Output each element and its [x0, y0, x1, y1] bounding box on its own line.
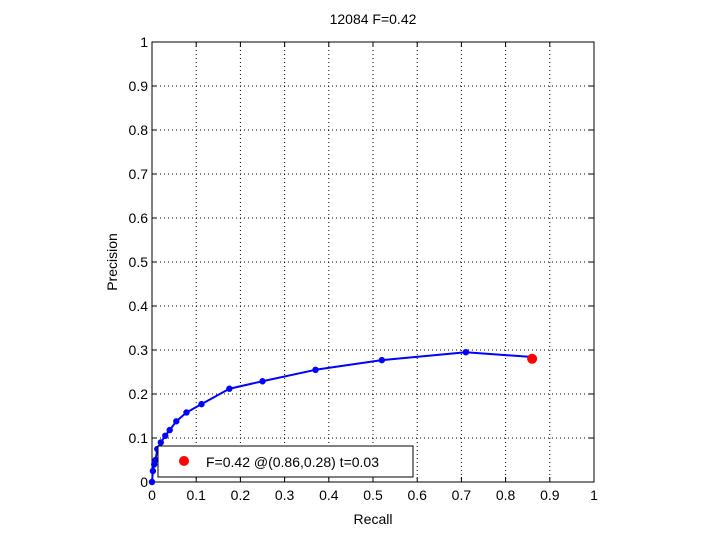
y-tick-label: 0.4: [129, 298, 149, 314]
pr-curve-point: [183, 409, 190, 416]
x-tick-label: 0.8: [496, 487, 516, 503]
pr-curve-point: [157, 439, 165, 446]
x-tick-label: 1: [590, 487, 598, 503]
grid-lines: [152, 42, 594, 482]
pr-curve-point: [378, 356, 386, 364]
pr-curve-point: [162, 432, 169, 439]
x-tick-label: 0.7: [452, 487, 472, 503]
pr-curve-point: [312, 366, 319, 373]
x-tick-label: 0.9: [540, 487, 560, 503]
legend-box: [157, 445, 414, 478]
legend-marker: [179, 456, 189, 466]
x-tick-label: 0.1: [186, 487, 206, 503]
highlight-layer: [527, 353, 538, 364]
pr-curve-point: [166, 426, 173, 434]
y-tick-label: 1: [140, 34, 148, 50]
y-tick-label: 0.5: [129, 254, 149, 270]
y-tick-label: 0.7: [129, 166, 149, 182]
pr-curve-point: [148, 478, 156, 486]
x-tick-label: 0.3: [275, 487, 295, 503]
axis-ticks: 0 0.1 0.2 0.3 0.4 0.5 0.6 0.7 0.8 0.9 1 0 0.1 0.2 0.3 0…: [129, 34, 599, 503]
pr-curve-point: [173, 418, 180, 425]
x-tick-label: 0.5: [363, 487, 383, 503]
pr-curve-point: [198, 400, 205, 408]
pr-curve-point: [259, 378, 266, 385]
legend-label: F=0.42 @(0.86,0.28) t=0.03: [206, 454, 379, 470]
y-tick-label: 0.8: [129, 122, 149, 138]
pr-curve-point: [462, 349, 470, 356]
pr-curve-point: [149, 467, 157, 475]
y-tick-label: 0.6: [129, 210, 149, 226]
x-tick-label: 0.6: [407, 487, 427, 503]
y-tick-label: 0.1: [129, 430, 149, 446]
y-tick-label: 0: [140, 474, 148, 490]
pr-curve-point: [226, 385, 233, 392]
x-tick-label: 0.4: [319, 487, 339, 503]
pr-curve-point: [152, 456, 159, 464]
series-layer: [148, 349, 533, 486]
chart-title: 12084 F=0.42: [330, 11, 417, 27]
best-f-point: [527, 353, 538, 364]
legend: F=0.42 @(0.86,0.28) t=0.03: [157, 445, 414, 478]
y-tick-label: 0.2: [129, 386, 149, 402]
y-tick-label: 0.9: [129, 78, 149, 94]
x-tick-label: 0.2: [231, 487, 251, 503]
y-tick-label: 0.3: [129, 342, 149, 358]
y-axis-label: Precision: [104, 233, 120, 291]
x-axis-label: Recall: [354, 511, 393, 527]
x-tick-label: 0: [148, 487, 156, 503]
